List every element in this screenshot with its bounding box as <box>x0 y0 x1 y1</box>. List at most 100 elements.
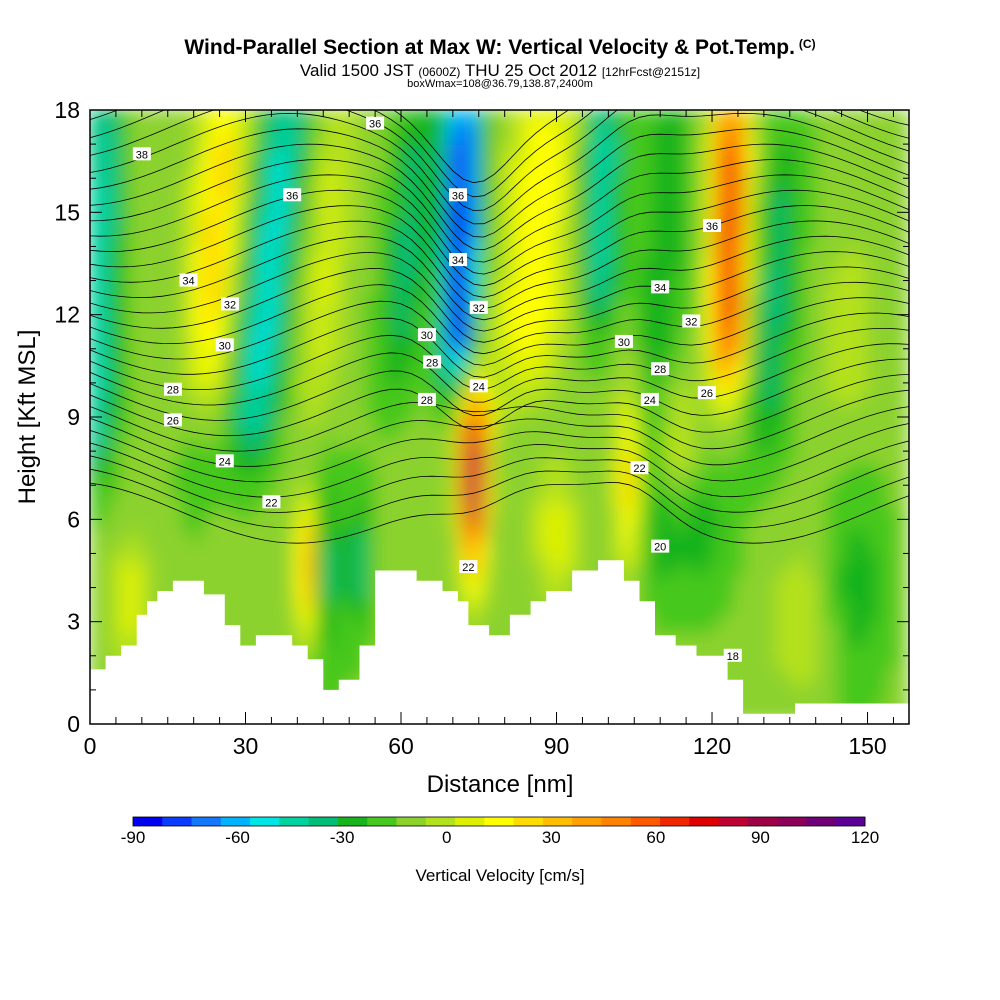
field-cell <box>191 439 204 452</box>
field-cell <box>232 530 245 543</box>
field-cell <box>222 314 234 327</box>
field-cell <box>703 621 715 634</box>
field-cell <box>857 143 869 156</box>
field-cell <box>632 541 644 554</box>
field-cell <box>90 427 101 441</box>
field-cell <box>713 211 726 225</box>
field-cell <box>836 473 849 486</box>
field-cell <box>673 427 685 441</box>
field-cell <box>140 382 152 395</box>
field-cell <box>212 291 224 304</box>
field-cell <box>150 359 163 373</box>
field-cell <box>458 507 470 520</box>
field-cell <box>120 473 132 486</box>
field-cell <box>253 393 265 407</box>
contour-label-text: 22 <box>633 463 645 475</box>
field-cell <box>754 450 767 463</box>
field-cell <box>703 643 715 657</box>
field-cell <box>826 473 838 486</box>
field-cell <box>519 518 531 532</box>
field-cell <box>90 575 101 589</box>
field-cell <box>99 382 111 395</box>
field-cell <box>386 450 398 463</box>
field-cell <box>847 245 859 259</box>
colorbar-swatch <box>191 817 222 826</box>
field-cell <box>621 291 634 304</box>
field-cell <box>877 609 890 623</box>
field-cell <box>580 245 593 259</box>
field-cell <box>304 405 316 418</box>
field-cell <box>365 382 378 395</box>
field-cell <box>683 382 695 395</box>
field-cell <box>417 110 429 122</box>
field-cell <box>294 223 306 236</box>
field-cell <box>376 484 388 498</box>
field-cell <box>181 348 193 361</box>
field-cell <box>335 552 347 566</box>
field-cell <box>734 166 746 179</box>
field-cell <box>90 223 101 236</box>
field-cell <box>662 461 675 475</box>
field-cell <box>109 336 122 350</box>
field-cell <box>560 302 572 316</box>
field-cell <box>754 439 767 452</box>
field-cell <box>99 609 111 623</box>
field-cell <box>529 439 541 452</box>
field-cell <box>499 427 511 441</box>
field-cell <box>816 189 828 202</box>
field-cell <box>243 382 255 395</box>
field-cell <box>724 189 736 202</box>
field-cell <box>263 120 275 134</box>
field-cell <box>795 393 808 407</box>
field-cell <box>867 189 879 202</box>
field-cell <box>376 132 388 145</box>
field-cell <box>499 314 511 327</box>
field-cell <box>130 166 142 179</box>
field-cell <box>816 132 828 145</box>
field-cell <box>345 655 357 668</box>
field-cell <box>744 132 756 145</box>
field-cell <box>713 405 726 418</box>
field-cell <box>304 439 316 452</box>
field-cell <box>335 643 347 657</box>
field-cell <box>161 405 173 418</box>
field-cell <box>324 189 337 202</box>
field-cell <box>345 280 357 293</box>
contour-label: 38 <box>132 147 151 161</box>
field-cell <box>150 245 163 259</box>
field-cell <box>140 416 152 429</box>
field-cell <box>857 110 869 122</box>
field-cell <box>222 496 234 509</box>
field-cell <box>529 120 541 134</box>
field-cell <box>273 507 286 520</box>
field-cell <box>376 166 388 179</box>
field-cell <box>857 314 869 327</box>
field-cell <box>509 245 521 259</box>
field-cell <box>826 530 838 543</box>
field-cell <box>304 643 316 657</box>
field-cell <box>273 154 286 168</box>
field-cell <box>140 314 152 327</box>
field-cell <box>539 336 552 350</box>
field-cell <box>150 189 163 202</box>
field-cell <box>529 575 541 589</box>
field-cell <box>693 632 705 645</box>
field-cell <box>273 530 286 543</box>
field-cell <box>150 291 163 304</box>
field-cell <box>324 257 337 270</box>
field-cell <box>212 439 224 452</box>
field-cell <box>560 223 572 236</box>
field-cell <box>365 484 378 498</box>
field-cell <box>181 518 193 532</box>
field-cell <box>539 416 552 429</box>
field-cell <box>499 371 511 384</box>
field-cell <box>560 200 572 213</box>
field-cell <box>826 211 838 225</box>
field-cell <box>499 359 511 373</box>
field-cell <box>120 336 132 350</box>
field-cell <box>867 393 879 407</box>
field-cell <box>232 314 245 327</box>
contour-label-text: 22 <box>265 497 277 509</box>
field-cell <box>539 200 552 213</box>
field-cell <box>836 166 849 179</box>
